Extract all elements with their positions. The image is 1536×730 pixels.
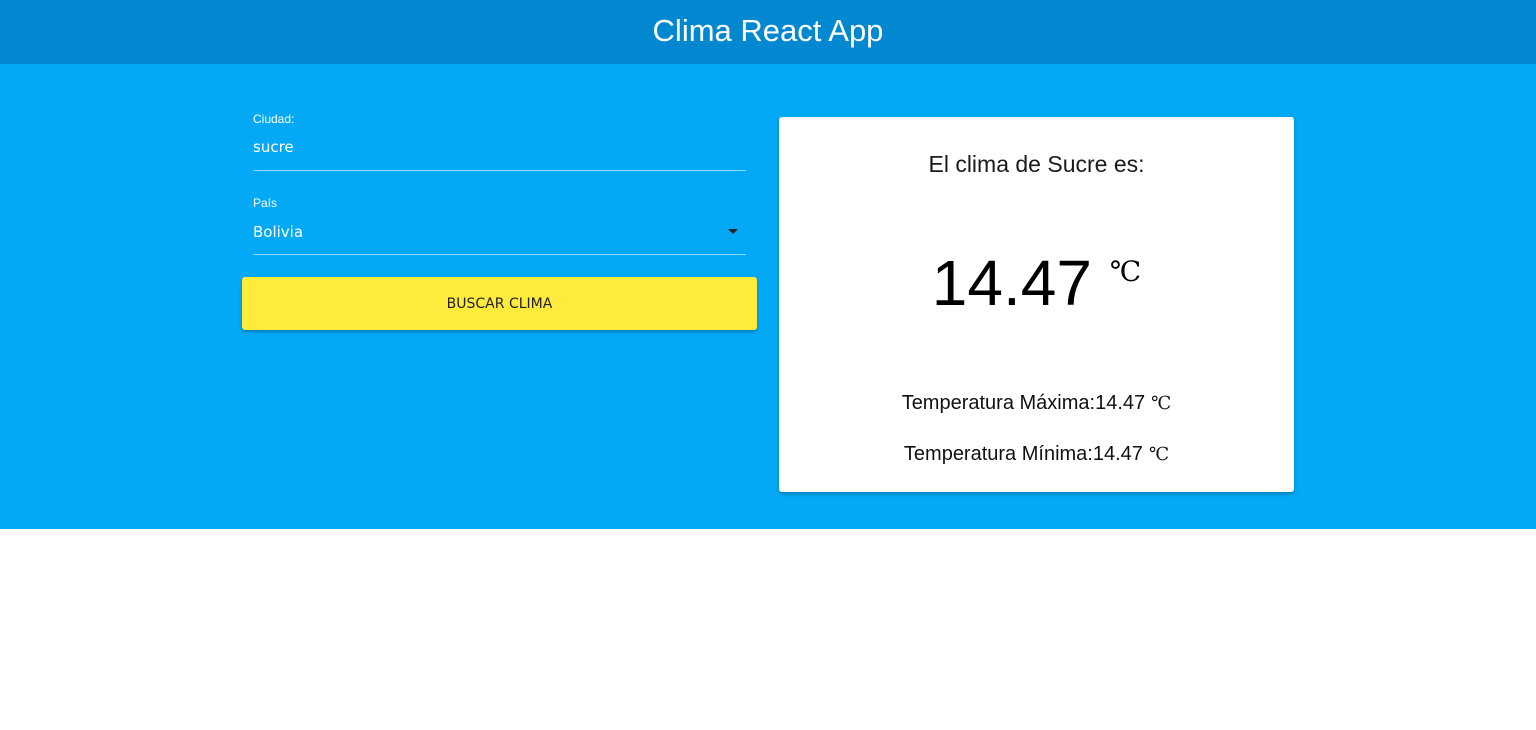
max-temperature-value: 14.47 <box>1095 392 1146 414</box>
main-content-band <box>0 64 1536 529</box>
country-select[interactable]: Bolivia <box>253 223 304 241</box>
max-temperature-unit: ℃ <box>1151 393 1172 413</box>
temperature-unit: ℃ <box>1109 257 1142 288</box>
current-temperature: 14.47 ℃ <box>779 247 1294 319</box>
app-title: Clima React App <box>652 13 884 48</box>
max-temperature: Temperatura Máxima:14.47 ℃ <box>779 392 1294 415</box>
city-input[interactable] <box>253 138 746 156</box>
result-title: El clima de Sucre es: <box>928 151 1145 177</box>
min-temperature-unit: ℃ <box>1148 444 1170 464</box>
min-temperature-value: 14.47 <box>1092 443 1143 465</box>
country-label: País <box>253 196 278 210</box>
caret-down-icon[interactable] <box>728 229 738 234</box>
city-field: Ciudad: <box>253 112 746 171</box>
country-field[interactable]: País Bolivia <box>253 196 746 255</box>
min-temperature-label: Temperatura Mínima: <box>903 443 1093 465</box>
search-weather-button[interactable]: BUSCAR CLIMA <box>242 277 757 330</box>
temperature-value: 14.47 <box>931 247 1092 319</box>
weather-result-card: El clima de Sucre es: 14.47 ℃ Temperatur… <box>779 117 1294 492</box>
max-temperature-label: Temperatura Máxima: <box>901 392 1096 414</box>
min-temperature: Temperatura Mínima:14.47 ℃ <box>779 443 1294 466</box>
app-header: Clima React App <box>0 0 1536 64</box>
city-label: Ciudad: <box>253 112 295 126</box>
